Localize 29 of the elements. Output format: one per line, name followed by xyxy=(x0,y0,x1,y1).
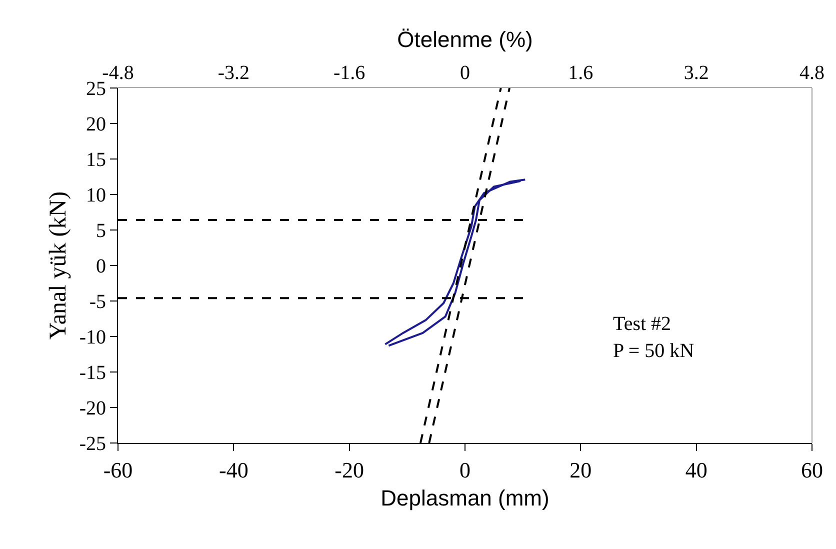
x2-tick-label: -3.2 xyxy=(218,62,250,84)
annotation: Test #2 xyxy=(613,313,672,335)
y-tick-label: -10 xyxy=(79,326,106,348)
y-tick-label: 5 xyxy=(96,220,106,242)
x2-axis-title: Ötelenme (%) xyxy=(397,26,533,52)
x-tick-label: -20 xyxy=(334,457,364,482)
x-tick-label: 20 xyxy=(570,457,592,482)
y-tick-label: -5 xyxy=(89,291,106,313)
annotation: P = 50 kN xyxy=(613,340,694,362)
x2-tick-label: -1.6 xyxy=(333,62,366,84)
y-tick-label: 15 xyxy=(86,149,106,171)
x2-tick-label: 3.2 xyxy=(684,62,709,84)
y-tick-label: -25 xyxy=(79,433,106,455)
y-tick-label: 20 xyxy=(86,114,106,136)
y-tick-label: 25 xyxy=(86,78,106,100)
x2-tick-label: 0 xyxy=(460,62,470,84)
x-tick-label: -40 xyxy=(219,457,248,482)
y-tick-label: 10 xyxy=(86,184,106,206)
x-tick-label: 0 xyxy=(460,457,470,482)
x-tick-label: 60 xyxy=(801,457,823,482)
x-axis-title: Deplasman (mm) xyxy=(380,485,550,510)
y-tick-label: -15 xyxy=(79,362,106,384)
x2-tick-label: 1.6 xyxy=(568,62,594,84)
x-tick-label: -60 xyxy=(103,457,133,482)
x-tick-label: 40 xyxy=(685,457,708,482)
y-axis-title: Yanal yük (kN) xyxy=(45,191,72,340)
x2-tick-label: 4.8 xyxy=(800,62,824,84)
y-tick-label: -20 xyxy=(79,398,106,420)
y-tick-label: 0 xyxy=(96,256,106,278)
